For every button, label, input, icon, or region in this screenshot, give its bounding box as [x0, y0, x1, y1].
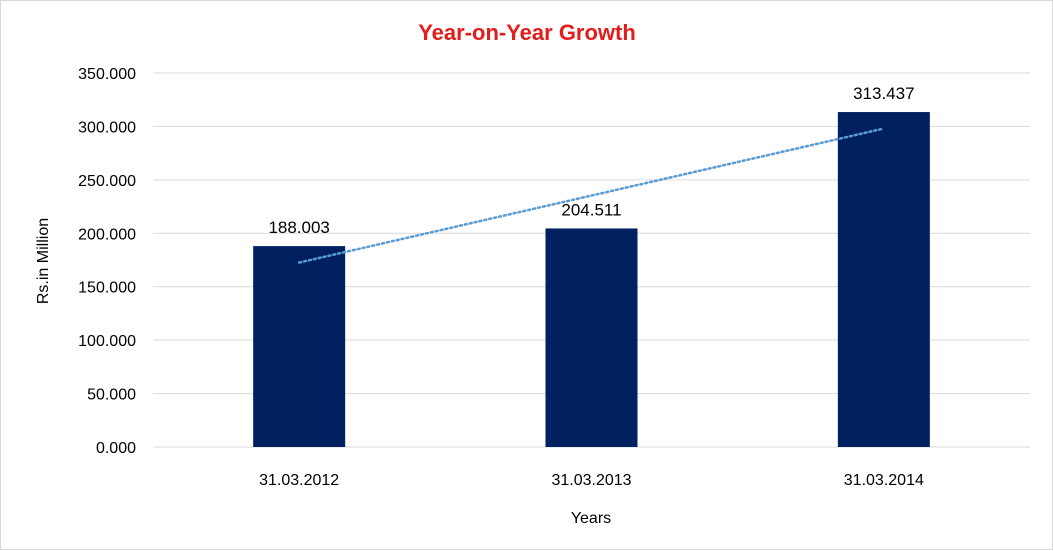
- trendline: [297, 127, 886, 264]
- x-tick-label: 31.03.2012: [259, 472, 339, 489]
- bars: [253, 112, 930, 447]
- y-tick-label: 350.000: [78, 66, 136, 83]
- bar: [253, 246, 346, 447]
- data-label: 204.511: [561, 200, 621, 219]
- x-tick-label: 31.03.2013: [551, 472, 631, 489]
- y-tick-label: 300.000: [78, 119, 136, 136]
- chart-title: Year-on-Year Growth: [418, 20, 636, 45]
- data-labels: 188.003 204.511 313.437: [268, 84, 914, 237]
- bar: [545, 228, 638, 447]
- x-tick-label: 31.03.2014: [844, 472, 924, 489]
- y-tick-label: 150.000: [78, 280, 136, 297]
- y-axis-title: Rs.in Million: [35, 218, 52, 304]
- bar: [837, 112, 930, 447]
- y-tick-labels: 0.000 50.000 100.000 150.000 200.000 250.000 3…: [78, 66, 136, 457]
- y-tick-label: 250.000: [78, 173, 136, 190]
- data-label: 188.003: [268, 218, 329, 237]
- y-tick-label: 200.000: [78, 226, 136, 243]
- y-tick-label: 0.000: [96, 440, 136, 457]
- x-tick-labels: 31.03.2012 31.03.2013 31.03.2014: [259, 472, 924, 489]
- trendline-layer: [297, 127, 886, 264]
- x-axis-title: Years: [571, 510, 611, 527]
- y-tick-label: 100.000: [78, 333, 136, 350]
- data-label: 313.437: [853, 84, 914, 103]
- y-tick-label: 50.000: [87, 387, 136, 404]
